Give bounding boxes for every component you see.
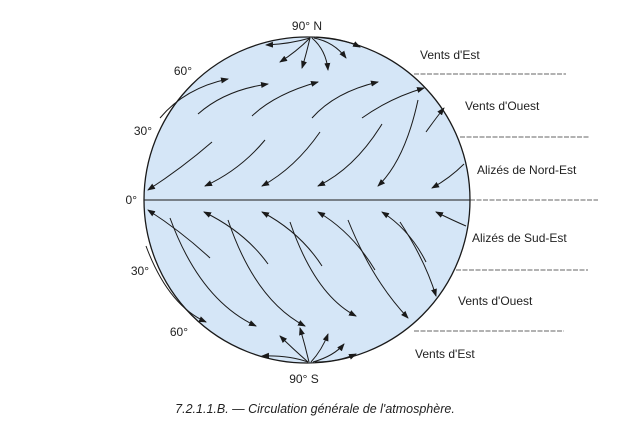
westerly-arrow — [399, 221, 437, 297]
zone-label-vents-est-sud: Vents d'Est — [415, 347, 475, 361]
polar-easterly-arrow — [314, 353, 357, 363]
polar-easterly-arrow — [312, 343, 345, 363]
polar-easterly-arrow — [261, 352, 309, 363]
polar-easterly-arrow — [299, 327, 310, 363]
latitude-label-30s: 30° — [131, 264, 149, 278]
westerly-arrow — [197, 81, 269, 115]
westerly-arrow — [169, 217, 257, 327]
trade-wind-arrow — [317, 211, 376, 271]
latitude-label-30n: 30° — [134, 124, 152, 138]
westerly-arrow — [361, 87, 425, 119]
trade-wind-arrow — [431, 163, 465, 189]
trade-wind-arrow — [435, 211, 467, 227]
westerly-arrow — [227, 219, 306, 327]
polar-easterly-arrow — [315, 36, 361, 48]
zone-label-alizes-nord-est: Alizés de Nord-Est — [477, 163, 577, 177]
zone-label-vents-ouest-nord: Vents d'Ouest — [465, 99, 540, 113]
westerly-arrow — [145, 245, 207, 323]
westerly-arrow — [311, 80, 379, 119]
polar-easterly-arrow — [313, 37, 347, 59]
westerly-arrow — [289, 221, 357, 317]
north-pole-label: 90° N — [292, 19, 322, 33]
westerly-arrow — [425, 107, 445, 133]
trade-wind-arrow — [377, 99, 419, 187]
trade-wind-arrow — [147, 141, 213, 191]
westerly-arrow — [251, 80, 319, 117]
latitude-label-60n: 60° — [174, 64, 192, 78]
trade-wind-arrow — [147, 209, 211, 259]
south-pole-label: 90° S — [289, 372, 318, 386]
trade-wind-arrow — [203, 211, 269, 265]
figure-caption: 7.2.1.1.B. — Circulation générale de l'a… — [175, 402, 455, 416]
trade-wind-arrow — [261, 131, 321, 187]
latitude-label-60s: 60° — [170, 325, 188, 339]
latitude-label-equator: 0° — [126, 193, 138, 207]
polar-easterly-arrow — [311, 37, 331, 71]
trade-wind-arrow — [204, 139, 266, 187]
westerly-arrow — [347, 219, 409, 319]
polar-easterly-arrow — [265, 37, 311, 48]
westerly-arrow — [159, 77, 229, 119]
trade-wind-arrow — [317, 123, 383, 187]
polar-easterly-arrow — [279, 37, 311, 63]
zone-label-vents-est-nord: Vents d'Est — [420, 48, 480, 62]
polar-easterly-arrow — [301, 37, 311, 69]
zone-separators — [414, 73, 598, 332]
zone-label-vents-ouest-sud: Vents d'Ouest — [458, 294, 533, 308]
polar-easterly-arrow — [310, 333, 329, 363]
zone-label-alizes-sud-est: Alizés de Sud-Est — [472, 231, 567, 245]
polar-easterly-arrow — [279, 335, 309, 363]
trade-wind-arrow — [261, 211, 323, 267]
wind-arrows — [145, 36, 467, 363]
